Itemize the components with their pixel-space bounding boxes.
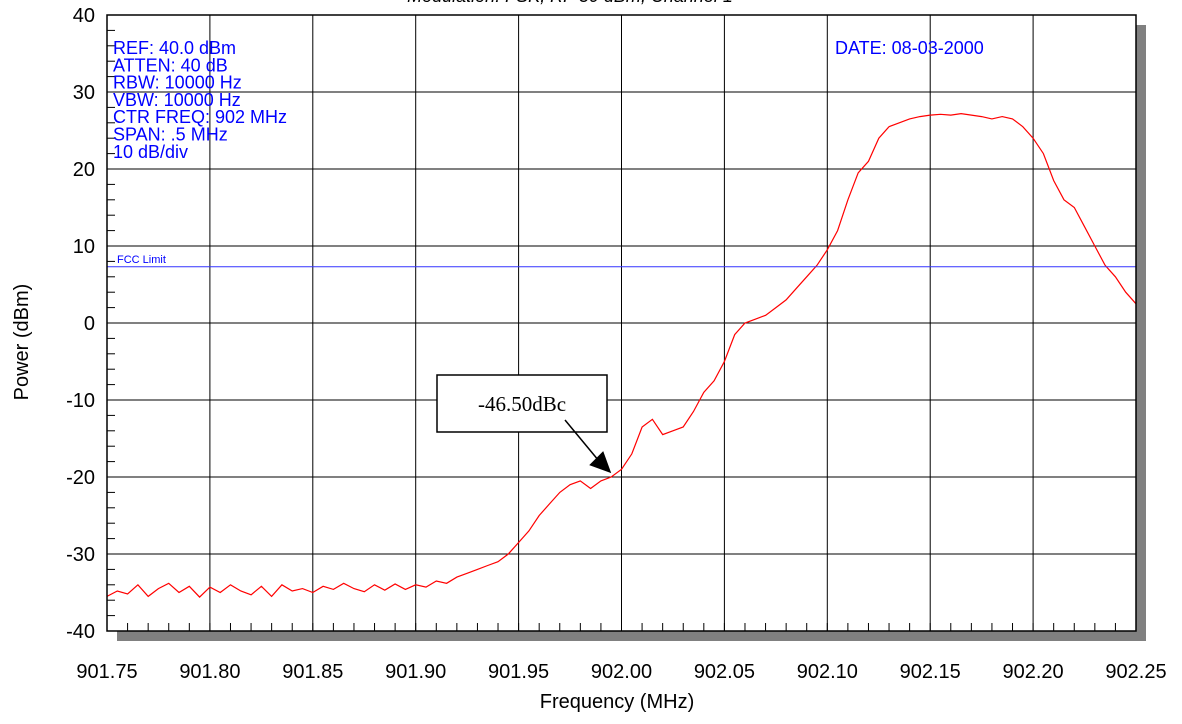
x-tick-label: 902.10	[797, 661, 858, 683]
y-tick-label: -20	[66, 467, 95, 489]
x-tick-label: 902.00	[591, 661, 652, 683]
x-tick-label: 902.25	[1105, 661, 1166, 683]
y-tick-label: 10	[73, 236, 95, 258]
chart-title-partial: Modulation: FSK, RF 30 dBm, Channel 1	[407, 0, 733, 6]
y-tick-label: 0	[84, 313, 95, 335]
callout-label: -46.50dBc	[478, 392, 566, 416]
x-axis-title: Frequency (MHz)	[540, 691, 694, 713]
x-tick-label: 902.20	[1003, 661, 1064, 683]
y-tick-label: 30	[73, 82, 95, 104]
date-label: DATE: 08-03-2000	[835, 38, 984, 58]
y-tick-label: 20	[73, 159, 95, 181]
y-tick-label: -40	[66, 621, 95, 643]
y-tick-label: -30	[66, 544, 95, 566]
info-line: 10 dB/div	[113, 142, 188, 162]
x-tick-label: 901.75	[76, 661, 137, 683]
y-axis-title: Power (dBm)	[11, 284, 33, 401]
x-tick-label: 901.85	[282, 661, 343, 683]
x-tick-label: 901.95	[488, 661, 549, 683]
x-tick-label: 902.15	[900, 661, 961, 683]
x-tick-label: 901.80	[179, 661, 240, 683]
x-tick-label: 901.90	[385, 661, 446, 683]
y-tick-label: -10	[66, 390, 95, 412]
x-tick-label: 902.05	[694, 661, 755, 683]
y-tick-label: 40	[73, 5, 95, 27]
fcc-limit-label: FCC Limit	[117, 254, 166, 266]
